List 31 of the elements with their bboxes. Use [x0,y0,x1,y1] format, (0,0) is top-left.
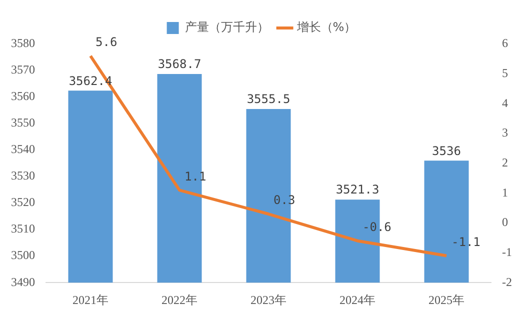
x-tick-label: 2024年 [340,292,376,307]
y-tick-label: 3550 [11,116,35,130]
x-tick-label: 2022年 [162,292,198,307]
y2-tick-label: 2 [502,155,508,170]
y-tick-label: 3490 [11,274,35,289]
y-tick-label: 3560 [11,89,35,104]
x-tick-label: 2023年 [250,292,286,307]
x-tick-label: 2021年 [72,292,108,307]
legend-label: 产量（万千升） [184,20,269,34]
y2-tick-label: 0 [502,215,508,230]
y-tick-label: 3580 [11,36,35,50]
y2-tick-label: 3 [502,126,508,140]
legend-label: 增长（%） [296,20,356,34]
data-label: 5.6 [96,35,118,50]
y-tick-label: 3530 [11,168,35,183]
y2-tick-label: 6 [502,36,508,50]
y2-tick-label: 4 [502,96,508,110]
y-tick-label: 3520 [11,195,35,210]
y2-tick-label: 1 [502,185,508,200]
y2-tick-label: 5 [502,66,508,80]
y-tick-label: 3570 [11,62,35,77]
data-label: 3568.7 [158,57,202,72]
y2-tick-label: -2 [502,274,512,289]
y-tick-label: 3510 [11,222,35,236]
y-tick-label: 3540 [11,142,35,156]
y-tick-label: 3500 [11,248,35,262]
x-tick-label: 2025年 [428,292,465,307]
data-label: 3536 [432,144,461,158]
y2-tick-label: -1 [502,244,512,259]
data-label: 3521.3 [336,182,380,197]
data-label: 3555.5 [246,92,290,106]
